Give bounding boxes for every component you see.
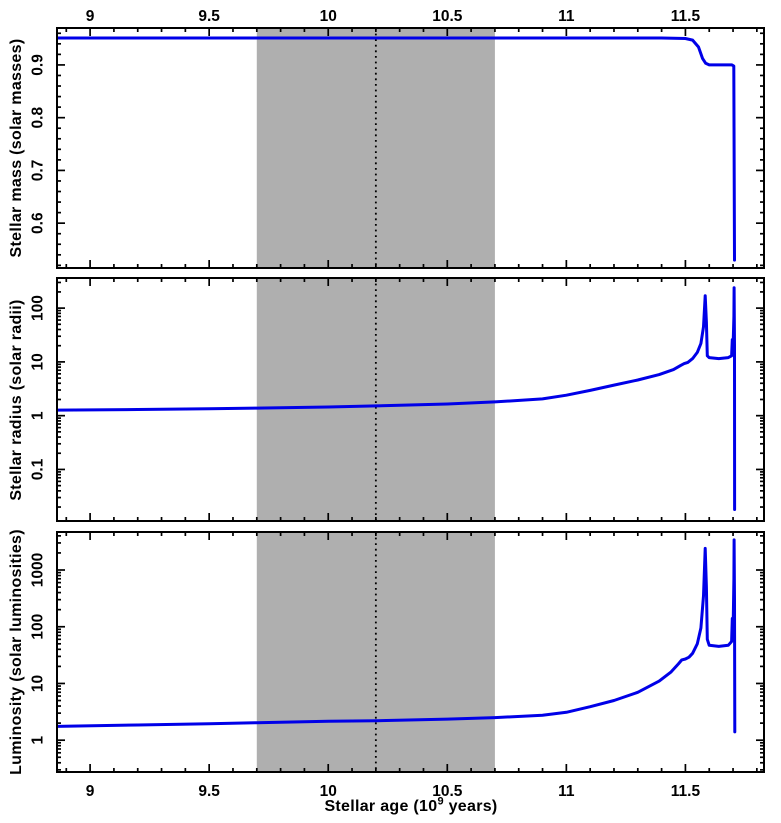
bottom-axis-labels: 9 9.5 10 10.5 11 11.5 xyxy=(86,783,701,800)
y-tick-label: 0.8 xyxy=(30,107,47,129)
luminosity-curve xyxy=(57,538,737,734)
x-tick-label-top: 9.5 xyxy=(198,8,220,25)
shaded-age-band xyxy=(256,532,495,772)
x-tick-label-bottom: 9 xyxy=(86,783,95,800)
mass-panel: 0.6 0.7 0.8 0.9 xyxy=(30,27,765,269)
mass-curve xyxy=(57,36,736,262)
y-tick-label: 1 xyxy=(30,736,47,745)
mass-axis-title: Stellar mass (solar masses) xyxy=(8,38,25,258)
x-tick-label-bottom: 10 xyxy=(320,783,337,800)
shaded-age-band xyxy=(256,28,495,268)
y-tick-label: 10 xyxy=(30,675,47,692)
y-tick-label: 1 xyxy=(30,411,47,420)
y-tick-label: 0.1 xyxy=(30,458,47,480)
shaded-age-band xyxy=(256,278,495,521)
panel-frame xyxy=(56,531,765,773)
x-tick-label-top: 10.5 xyxy=(432,8,463,25)
x-axis-title: Stellar age (109 years) xyxy=(324,795,498,816)
x-axis-title-exponent: 9 xyxy=(437,795,444,808)
radius-axis-title: Stellar radius (solar radii) xyxy=(8,299,25,501)
panel-frame xyxy=(56,27,765,269)
y-tick-label: 1000 xyxy=(30,553,47,587)
x-axis-title-prefix: Stellar age (10 xyxy=(324,798,438,815)
x-tick-label-bottom: 10.5 xyxy=(432,783,463,800)
y-tick-label: 100 xyxy=(30,614,47,640)
radius-panel: 0.1 1 10 100 xyxy=(30,277,765,522)
y-tick-label: 100 xyxy=(30,295,47,321)
x-tick-label-top: 11.5 xyxy=(671,8,701,25)
x-tick-label-bottom: 11 xyxy=(558,783,575,800)
y-tick-label: 0.9 xyxy=(30,54,47,76)
y-tick-label: 0.6 xyxy=(30,212,47,234)
x-tick-label-top: 9 xyxy=(86,8,95,25)
luminosity-panel: 1 10 100 1000 xyxy=(30,531,765,773)
x-axis-title-suffix: years) xyxy=(443,798,498,815)
y-tick-label: 10 xyxy=(30,353,47,370)
y-tick-label: 0.7 xyxy=(30,160,47,182)
x-tick-label-top: 10 xyxy=(320,8,337,25)
radius-curve xyxy=(57,286,737,511)
x-tick-label-top: 11 xyxy=(558,8,575,25)
x-tick-label-bottom: 9.5 xyxy=(198,783,220,800)
top-axis-labels: 9 9.5 10 10.5 11 11.5 xyxy=(86,8,701,25)
x-tick-label-bottom: 11.5 xyxy=(671,783,701,800)
luminosity-axis-title: Luminosity (solar luminosities) xyxy=(8,529,25,775)
